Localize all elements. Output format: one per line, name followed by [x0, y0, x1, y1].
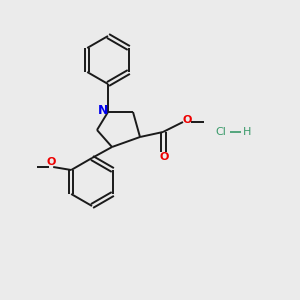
Text: O: O: [159, 152, 169, 162]
Text: H: H: [243, 127, 251, 137]
Text: Cl: Cl: [215, 127, 226, 137]
Text: O: O: [182, 115, 192, 125]
Text: O: O: [46, 157, 56, 167]
Text: N: N: [98, 104, 108, 118]
